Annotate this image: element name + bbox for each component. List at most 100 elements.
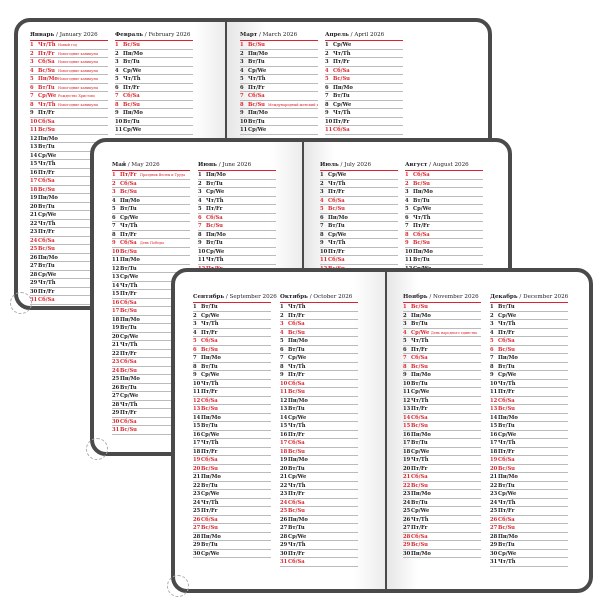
day-row[interactable]: 18Пт/Fr: [490, 448, 568, 456]
day-row[interactable]: 16Пт/Fr: [280, 431, 358, 439]
day-row[interactable]: 22Вт/Tu: [193, 482, 271, 490]
day-row[interactable]: 25Вс/Su: [280, 507, 358, 516]
day-row[interactable]: 29Чт/Th: [280, 541, 358, 550]
day-row[interactable]: 4 Вс/Su Новогодние каникулы: [30, 67, 108, 75]
day-row[interactable]: 29Пт/Fr: [112, 409, 190, 418]
day-row[interactable]: 4 Пт/Fr: [490, 329, 568, 337]
day-row[interactable]: 24Вт/Tu: [403, 499, 481, 507]
day-row[interactable]: 2 Пт/Fr Новогодние каникулы: [30, 50, 108, 58]
day-row[interactable]: 29Чт/Th: [30, 279, 108, 288]
day-row[interactable]: 9 Чт/Th: [320, 239, 398, 248]
day-row[interactable]: 13Вт/Tu: [280, 405, 358, 414]
day-row[interactable]: 3 Вт/Tu: [115, 58, 193, 67]
day-row[interactable]: 6 Пт/Fr: [403, 346, 481, 354]
day-row[interactable]: 21Ср/We: [280, 473, 358, 482]
day-row[interactable]: 9 Пт/Fr: [280, 371, 358, 380]
day-row[interactable]: 1 Вс/Su: [115, 41, 193, 50]
day-row[interactable]: 4 Вт/Tu: [405, 197, 483, 205]
day-row[interactable]: 4 Чт/Th: [198, 197, 276, 205]
day-row[interactable]: 7 Ср/We: [280, 354, 358, 363]
day-row[interactable]: 11Ср/We: [115, 126, 193, 135]
day-row[interactable]: 8 Пн/Mo: [198, 231, 276, 239]
day-row[interactable]: 21Сб/Sa: [403, 473, 481, 482]
day-row[interactable]: 7 Пн/Mo: [193, 354, 271, 363]
day-row[interactable]: 17Вс/Su: [112, 307, 190, 316]
day-row[interactable]: 28Чт/Th: [112, 401, 190, 409]
day-row[interactable]: 12Сб/Sa: [490, 397, 568, 405]
day-row[interactable]: 3 Чт/Th: [193, 320, 271, 329]
day-row[interactable]: 24Чт/Th: [193, 499, 271, 507]
day-row[interactable]: 12Вт/Tu: [112, 265, 190, 273]
day-row[interactable]: 20Вс/Su: [193, 465, 271, 473]
day-row[interactable]: 2 Пт/Fr: [280, 312, 358, 320]
day-row[interactable]: 23Пт/Fr: [280, 490, 358, 499]
day-row[interactable]: 2 Чт/Th: [320, 180, 398, 188]
day-row[interactable]: 1 Ср/We: [320, 171, 398, 180]
day-row[interactable]: 17Сб/Sa: [30, 177, 108, 186]
day-row[interactable]: 28Пн/Mo: [490, 533, 568, 541]
day-row[interactable]: 1 Пн/Mo: [198, 171, 276, 180]
day-row[interactable]: 7 Пн/Mo: [490, 354, 568, 363]
day-row[interactable]: 11Ср/We: [403, 388, 481, 397]
day-row[interactable]: 25Вс/Su: [30, 245, 108, 254]
day-row[interactable]: 5 Чт/Th: [240, 75, 318, 84]
day-row[interactable]: 3 Вт/Tu: [240, 58, 318, 67]
day-row[interactable]: 1 Вт/Tu: [490, 303, 568, 312]
day-row[interactable]: 26Сб/Sa: [193, 516, 271, 524]
day-row[interactable]: 25Ср/We: [403, 507, 481, 516]
day-row[interactable]: 7 Сб/Sa: [240, 92, 318, 101]
day-row[interactable]: 16Пн/Mo: [403, 431, 481, 439]
day-row[interactable]: 26Чт/Th: [403, 516, 481, 524]
day-row[interactable]: 16Сб/Sa: [112, 299, 190, 307]
day-row[interactable]: 24Чт/Th: [490, 499, 568, 507]
day-row[interactable]: 19Чт/Th: [403, 456, 481, 465]
day-row[interactable]: 22Чт/Th: [280, 482, 358, 490]
day-row[interactable]: 31Вс/Su: [112, 426, 190, 435]
day-row[interactable]: 11Вт/Tu: [405, 256, 483, 265]
day-row[interactable]: 10Пн/Mo: [405, 248, 483, 256]
day-row[interactable]: 30Ср/We: [490, 550, 568, 558]
day-row[interactable]: 9 Пн/Mo: [403, 371, 481, 380]
day-row[interactable]: 5 Сб/Sa: [193, 337, 271, 346]
day-row[interactable]: 2 Пн/Mo: [115, 50, 193, 58]
day-row[interactable]: 12Пн/Mo: [280, 397, 358, 405]
day-row[interactable]: 23Ср/We: [490, 490, 568, 499]
day-row[interactable]: 11Чт/Th: [198, 256, 276, 265]
day-row[interactable]: 9 Пн/Mo: [115, 109, 193, 118]
day-row[interactable]: 29Вс/Su: [403, 541, 481, 550]
day-row[interactable]: 10Чт/Th: [490, 380, 568, 388]
day-row[interactable]: 9 Ср/We: [193, 371, 271, 380]
day-row[interactable]: 3 Ср/We: [198, 188, 276, 197]
day-row[interactable]: 5 Сб/Sa: [490, 337, 568, 346]
day-row[interactable]: 28Ср/We: [30, 271, 108, 279]
day-row[interactable]: 21Пн/Mo: [490, 473, 568, 482]
day-row[interactable]: 20Вс/Su: [490, 465, 568, 473]
day-row[interactable]: 2 Чт/Th: [325, 50, 403, 58]
day-row[interactable]: 5 Вс/Su: [325, 75, 403, 84]
day-row[interactable]: 18Пт/Fr: [193, 448, 271, 456]
day-row[interactable]: 2 Сб/Sa: [112, 180, 190, 188]
day-row[interactable]: 17Вт/Tu: [403, 439, 481, 448]
day-row[interactable]: 25Пт/Fr: [193, 507, 271, 516]
day-row[interactable]: 17Чт/Th: [193, 439, 271, 448]
day-row[interactable]: 7 Вт/Tu: [320, 222, 398, 231]
day-row[interactable]: 16Ср/We: [193, 431, 271, 439]
day-row[interactable]: 10Пт/Fr: [320, 248, 398, 256]
day-row[interactable]: 9 Вс/Su: [405, 239, 483, 248]
day-row[interactable]: 10Сб/Sa: [280, 380, 358, 388]
day-row[interactable]: 15Вт/Tu: [193, 422, 271, 431]
day-row[interactable]: 1 Сб/Sa: [405, 171, 483, 180]
day-row[interactable]: 7 Ср/We Рождество Христово: [30, 92, 108, 101]
day-row[interactable]: 24Сб/Sa: [280, 499, 358, 507]
day-row[interactable]: 27Пт/Fr: [403, 524, 481, 533]
day-row[interactable]: 18Вс/Su: [280, 448, 358, 456]
day-row[interactable]: 1 Чт/Th: [280, 303, 358, 312]
day-row[interactable]: 26Сб/Sa: [490, 516, 568, 524]
day-row[interactable]: 12Чт/Th: [403, 397, 481, 405]
day-row[interactable]: 8 Ср/We: [320, 231, 398, 239]
day-row[interactable]: 1 Ср/We: [325, 41, 403, 50]
day-row[interactable]: 4 Ср/We: [115, 67, 193, 75]
day-row[interactable]: 23Сб/Sa: [112, 358, 190, 367]
day-row[interactable]: 11Ср/We: [240, 126, 318, 135]
